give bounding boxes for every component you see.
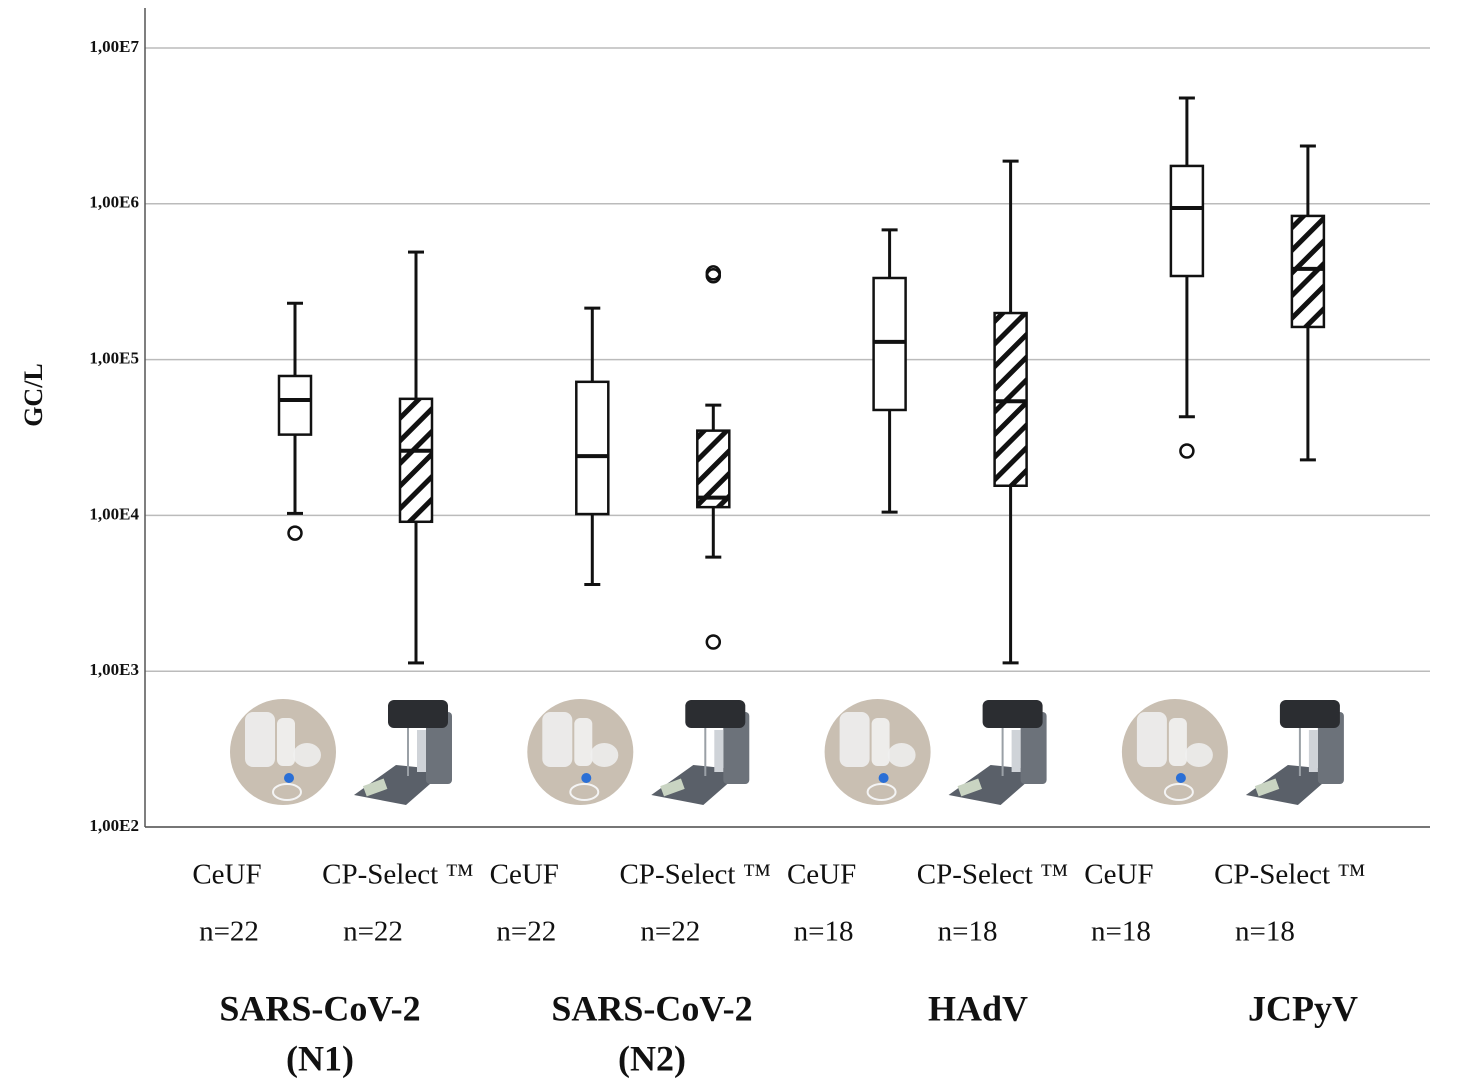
y-axis-label: GC/L (19, 363, 48, 427)
cp-head (388, 700, 448, 728)
category-label: CP-Select ™ (1214, 859, 1366, 891)
cp-column (1020, 712, 1047, 784)
category-label: CeUF (787, 859, 856, 891)
sample-size: n=22 (640, 916, 700, 948)
cp-column (1317, 712, 1344, 784)
box (872, 276, 907, 412)
cp-screen (660, 778, 685, 797)
box (277, 374, 313, 436)
cp-head (685, 700, 746, 728)
category-label: CP-Select ™ (322, 859, 474, 891)
ceuf-cup (1184, 743, 1213, 767)
sample-size: n=22 (496, 916, 556, 948)
ceuf-cap (1175, 773, 1186, 783)
cp-base (1245, 765, 1338, 805)
cp-column (426, 712, 452, 784)
cp-screen (1254, 778, 1280, 797)
group-label: SARS-CoV-2 (551, 988, 752, 1028)
sample-size: n=18 (1235, 916, 1295, 948)
cp-head (982, 700, 1043, 728)
box (1169, 164, 1205, 278)
ceuf-ring (569, 783, 600, 801)
category-label: CeUF (192, 859, 261, 891)
sample-size: n=22 (343, 916, 403, 948)
cp-tube (714, 730, 724, 772)
category-label: CeUF (490, 859, 559, 891)
cp-base (354, 765, 446, 805)
plot-area (145, 47, 1430, 828)
ceuf-cap (284, 773, 294, 783)
cp-tube (1011, 730, 1021, 772)
ceuf-cup (293, 743, 321, 767)
outlier (287, 525, 303, 541)
group-label: (N1) (286, 1038, 354, 1078)
cp-base (651, 765, 744, 805)
y-tick-label: 1,00E6 (89, 193, 139, 212)
device-pictures (230, 699, 1344, 805)
y-tick-label: 1,00E7 (89, 37, 139, 56)
y-tick-label: 1,00E5 (89, 349, 139, 368)
ceuf-tube (1168, 718, 1187, 766)
ceuf-tube (871, 718, 890, 766)
group-label: (N2) (618, 1038, 686, 1078)
cp-head (1279, 700, 1340, 728)
group-label: SARS-CoV-2 (219, 988, 420, 1028)
cp-screen (957, 778, 982, 797)
sample-size: n=18 (1091, 916, 1151, 948)
group-label: JCPyV (1248, 988, 1358, 1028)
ceuf-tube (1136, 712, 1167, 767)
ceuf-tube (277, 718, 295, 766)
y-tick-label: 1,00E4 (89, 504, 139, 523)
ceuf-cap (581, 773, 592, 783)
category-label: CeUF (1084, 859, 1153, 891)
ceuf-tube (839, 712, 870, 767)
sample-size: n=18 (794, 916, 854, 948)
cp-base (948, 765, 1041, 805)
outlier (705, 268, 722, 284)
y-tick-label: 1,00E2 (89, 816, 139, 835)
ceuf-cap (878, 773, 889, 783)
ceuf-ring (1163, 783, 1194, 801)
group-label: HAdV (928, 988, 1028, 1028)
ceuf-ring (866, 783, 897, 801)
ceuf-tube (574, 718, 593, 766)
category-label: CP-Select ™ (619, 859, 771, 891)
y-tick-label: 1,00E3 (89, 660, 139, 679)
outlier (1179, 443, 1195, 459)
box (575, 380, 610, 516)
box (696, 429, 731, 509)
outlier (705, 634, 722, 650)
box (398, 397, 434, 524)
sample-size: n=18 (938, 916, 998, 948)
sample-size: n=22 (199, 916, 259, 948)
box (1290, 214, 1326, 329)
category-label: CP-Select ™ (917, 859, 1069, 891)
ceuf-tube (542, 712, 573, 767)
cp-column (723, 712, 750, 784)
ceuf-ring (272, 783, 302, 801)
cp-tube (417, 730, 426, 772)
ceuf-cup (590, 743, 619, 767)
cp-screen (362, 778, 388, 797)
ceuf-tube (245, 712, 275, 767)
ceuf-cup (887, 743, 916, 767)
cp-tube (1308, 730, 1318, 772)
